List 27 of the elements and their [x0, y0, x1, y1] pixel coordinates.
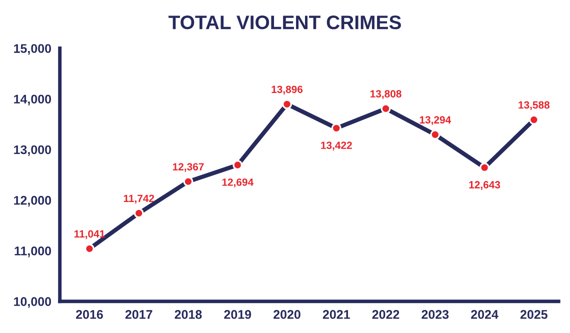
- x-tick-label: 2017: [125, 310, 152, 319]
- y-tick-label: 13,000: [14, 145, 52, 156]
- text: 13,896: [272, 86, 303, 95]
- text: 12,367: [172, 163, 204, 172]
- chart-title: TOTAL VIOLENT CRIMES: [168, 16, 401, 30]
- y-tick-label: 12,000: [14, 196, 52, 207]
- text: 13,588: [518, 101, 550, 110]
- y-tick-label: 10,000: [14, 297, 52, 308]
- x-tick-label: 2020: [274, 310, 300, 319]
- text: 13,294: [420, 116, 452, 126]
- text: 11,041: [74, 230, 105, 240]
- text: 13,808: [370, 90, 402, 100]
- x-tick-label: 2022: [372, 310, 400, 319]
- y-tick-label: 14,000: [14, 94, 52, 106]
- text: 12,694: [222, 178, 254, 188]
- x-tick-label: 2019: [224, 310, 252, 319]
- y-tick-label: 11,000: [14, 246, 52, 258]
- x-tick-label: 2016: [76, 310, 103, 319]
- text: 12,643: [469, 181, 500, 190]
- x-tick-label: 2018: [174, 310, 202, 319]
- y-tick-label: 15,000: [14, 44, 52, 55]
- x-tick-label: 2023: [422, 310, 449, 319]
- x-tick-label: 2024: [471, 310, 498, 319]
- x-tick-label: 2021: [322, 310, 350, 319]
- text: 11,742: [124, 194, 154, 204]
- x-tick-label: 2025: [520, 310, 548, 319]
- text: 13,422: [321, 142, 352, 151]
